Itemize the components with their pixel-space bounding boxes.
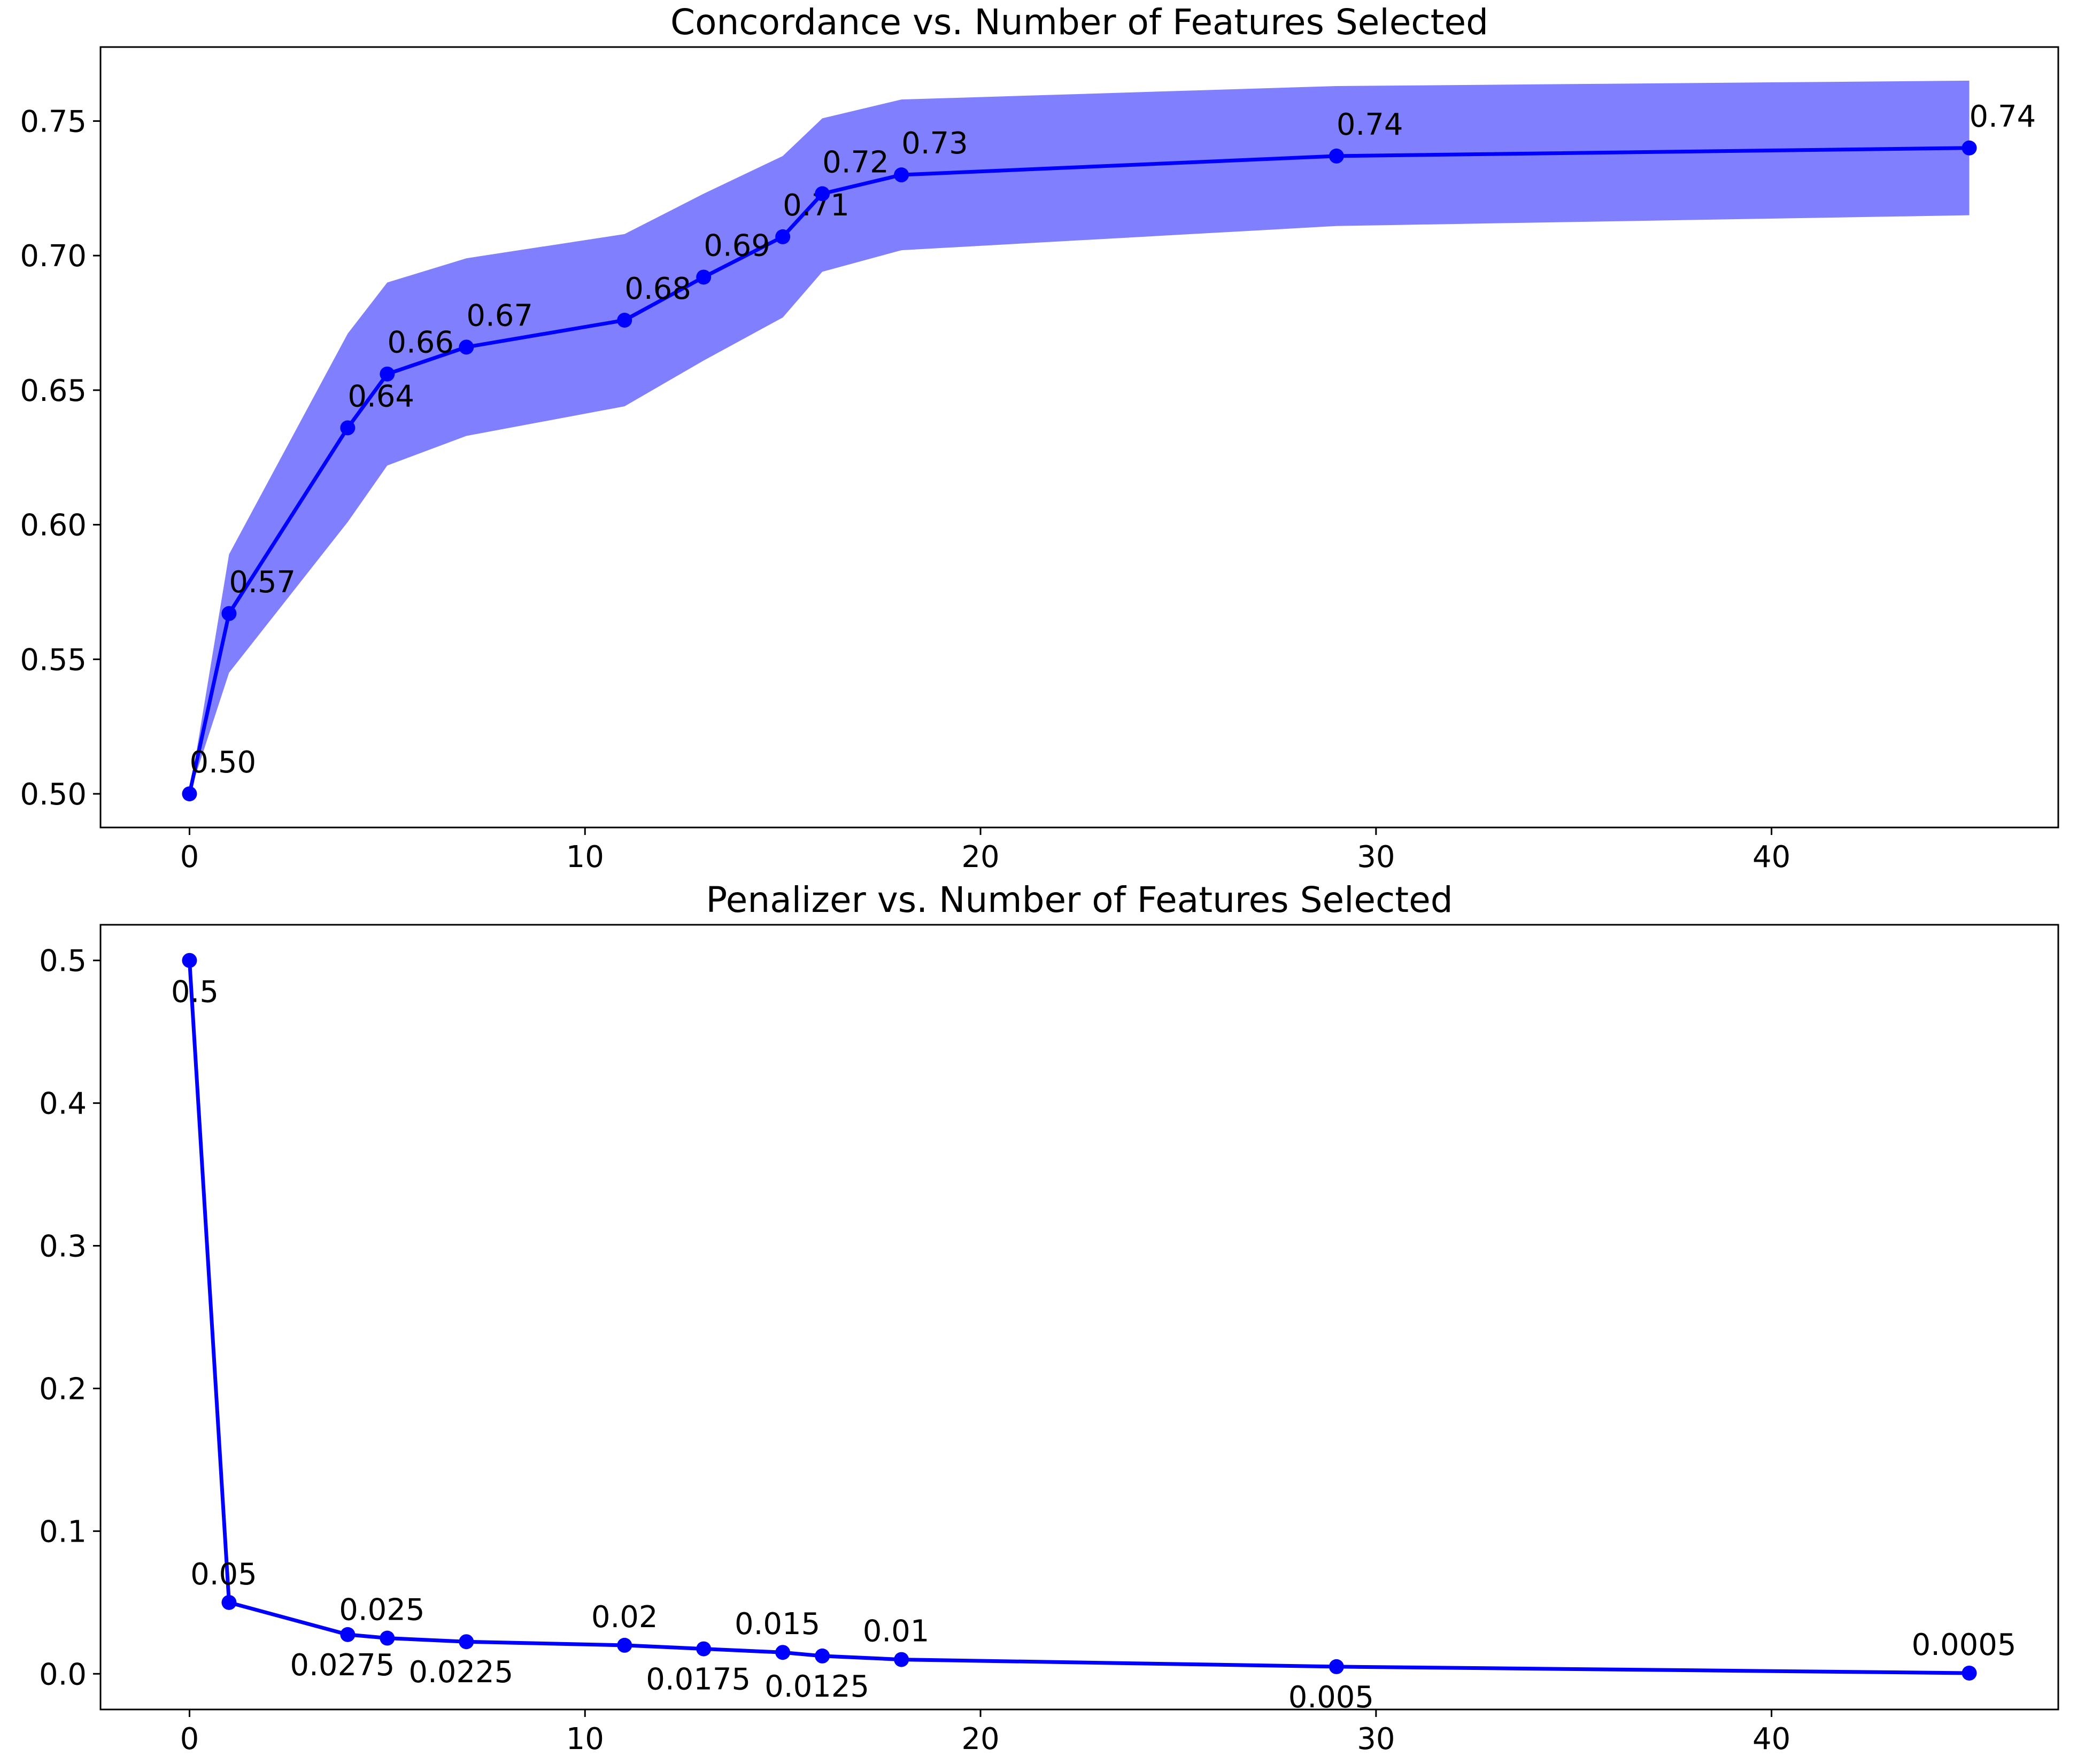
y-tick-label: 0.2 [39, 1372, 87, 1406]
data-point [696, 269, 712, 285]
data-label: 0.67 [466, 298, 533, 333]
series-line [187, 146, 1972, 796]
data-label: 0.5 [171, 975, 219, 1010]
data-point [1329, 1659, 1344, 1674]
data-point [617, 313, 632, 328]
data-point [815, 186, 830, 202]
y-tick-label: 0.65 [20, 374, 87, 408]
x-tick-label: 10 [566, 840, 604, 875]
x-tick-label: 0 [180, 1722, 199, 1757]
data-label: 0.015 [735, 1607, 820, 1642]
data-label: 0.69 [704, 228, 770, 263]
data-point [459, 339, 474, 355]
data-label: 0.72 [822, 145, 889, 180]
series-line [187, 958, 1972, 1675]
data-label: 0.05 [190, 1557, 257, 1592]
data-point [775, 1645, 791, 1660]
data-point [182, 953, 197, 968]
data-label: 0.025 [339, 1593, 424, 1628]
y-tick-label: 0.60 [20, 508, 87, 543]
x-tick-label: 30 [1357, 1722, 1395, 1757]
x-tick-label: 40 [1752, 840, 1790, 875]
data-label: 0.02 [591, 1600, 658, 1635]
data-point [340, 1627, 356, 1642]
data-label: 0.0275 [290, 1648, 395, 1683]
y-tick-label: 0.70 [20, 239, 87, 274]
data-label: 0.0005 [1912, 1628, 2017, 1662]
y-tick-label: 0.0 [39, 1657, 87, 1692]
data-label: 0.0175 [646, 1662, 751, 1697]
concordance-chart: Concordance vs. Number of Features Selec… [20, 2, 2059, 875]
data-point [340, 420, 356, 436]
data-point [1329, 148, 1344, 164]
data-point [380, 1630, 395, 1646]
data-label: 0.66 [387, 326, 454, 360]
data-label: 0.57 [229, 565, 296, 600]
chart-title: Concordance vs. Number of Features Selec… [670, 2, 1488, 43]
data-point [696, 1641, 712, 1657]
data-label: 0.64 [348, 379, 414, 414]
x-tick-label: 30 [1357, 840, 1395, 875]
y-tick-label: 0.75 [20, 104, 87, 139]
axes-frame [99, 46, 2059, 829]
y-tick-label: 0.55 [20, 643, 87, 677]
chart-title: Penalizer vs. Number of Features Selecte… [706, 879, 1453, 920]
data-label: 0.74 [1970, 99, 2036, 134]
x-tick-label: 0 [180, 840, 199, 875]
y-tick-label: 0.1 [39, 1514, 87, 1549]
y-tick-label: 0.50 [20, 777, 87, 812]
data-point [221, 606, 237, 621]
x-tick-label: 10 [566, 1722, 604, 1757]
y-tick-label: 0.4 [39, 1087, 87, 1121]
data-label: 0.0225 [408, 1655, 513, 1690]
confidence-band [189, 80, 1970, 794]
data-point [617, 1637, 632, 1653]
data-point [894, 1652, 909, 1667]
data-point [380, 366, 395, 382]
penalizer-chart: Penalizer vs. Number of Features Selecte… [39, 879, 2059, 1757]
data-point [894, 167, 909, 183]
data-label: 0.73 [901, 126, 968, 161]
data-label: 0.0125 [764, 1669, 869, 1704]
data-point [1962, 1665, 1977, 1681]
data-point [1962, 140, 1977, 156]
axes-frame [99, 924, 2059, 1711]
y-tick-label: 0.3 [39, 1229, 87, 1264]
x-tick-label: 20 [961, 840, 999, 875]
data-point [775, 229, 791, 244]
data-label: 0.74 [1337, 107, 1403, 142]
data-point [459, 1634, 474, 1650]
data-label: 0.01 [863, 1614, 930, 1649]
data-point [182, 786, 197, 802]
x-tick-label: 20 [961, 1722, 999, 1757]
data-label: 0.68 [624, 272, 691, 306]
data-point [815, 1648, 830, 1664]
data-point [221, 1595, 237, 1610]
data-label: 0.50 [189, 745, 256, 780]
x-tick-label: 40 [1752, 1722, 1790, 1757]
y-tick-label: 0.5 [39, 944, 87, 979]
